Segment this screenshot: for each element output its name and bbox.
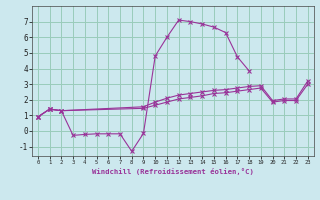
X-axis label: Windchill (Refroidissement éolien,°C): Windchill (Refroidissement éolien,°C) <box>92 168 254 175</box>
